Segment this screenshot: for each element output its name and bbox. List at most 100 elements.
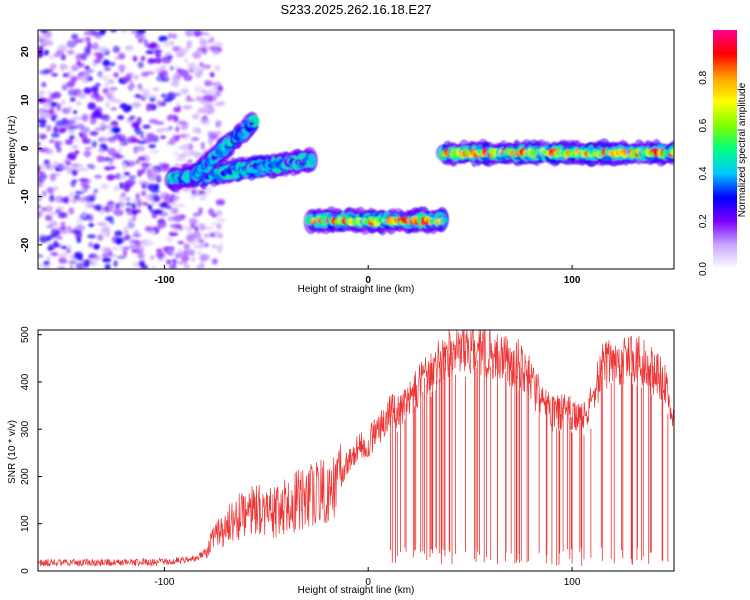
noise-blob (137, 156, 147, 162)
noise-blob (46, 124, 52, 132)
noise-blob (38, 165, 41, 173)
noise-blob (75, 53, 82, 61)
noise-blob (146, 132, 155, 140)
noise-blob (90, 113, 101, 120)
noise-blob (171, 201, 177, 206)
noise-blob (216, 223, 222, 229)
noise-blob (49, 63, 57, 70)
noise-blob (211, 244, 218, 249)
noise-blob (119, 245, 128, 251)
noise-blob (199, 197, 206, 201)
noise-blob (117, 64, 127, 71)
noise-blob (128, 135, 137, 144)
noise-blob (191, 114, 200, 120)
noise-blob (117, 137, 125, 142)
noise-blob (110, 107, 118, 111)
noise-blob (55, 167, 60, 172)
noise-blob (215, 199, 226, 206)
y-tick-label: 500 (20, 326, 31, 343)
noise-blob (76, 217, 84, 224)
noise-blob (151, 189, 161, 194)
noise-blob (136, 145, 146, 152)
noise-blob (149, 255, 155, 260)
noise-blob (178, 154, 186, 157)
noise-blob (122, 76, 131, 82)
noise-blob (113, 72, 119, 78)
noise-blob (93, 58, 101, 64)
noise-blob (38, 114, 48, 119)
noise-blob (71, 170, 78, 176)
noise-blob (142, 124, 151, 129)
noise-blob (169, 66, 175, 71)
noise-blob (114, 56, 120, 60)
noise-blob (166, 259, 172, 265)
noise-blob (57, 211, 67, 219)
noise-blob (177, 260, 187, 265)
noise-blob (200, 141, 205, 150)
noise-blob (166, 246, 175, 250)
noise-blob (186, 95, 191, 99)
noise-blob (188, 249, 195, 257)
spectral-segment-2 (670, 149, 674, 156)
noise-blob (154, 49, 160, 56)
noise-blob (135, 193, 140, 200)
noise-blob (147, 183, 156, 191)
noise-blob (97, 31, 105, 37)
noise-blob (112, 98, 122, 104)
noise-blob (154, 57, 163, 64)
noise-blob (169, 41, 174, 46)
x-tick-label: 100 (564, 577, 581, 588)
noise-blob (61, 107, 71, 114)
noise-blob (50, 102, 58, 107)
noise-blob (185, 234, 195, 242)
noise-blob (133, 145, 138, 154)
noise-blob (194, 85, 204, 93)
x-tick-label: -100 (154, 577, 174, 588)
noise-blob (49, 108, 55, 114)
noise-blob (56, 206, 64, 211)
noise-blob (81, 211, 87, 217)
y-tick-label: 200 (20, 468, 31, 485)
noise-blob (197, 251, 203, 256)
noise-blob (120, 193, 126, 197)
noise-blob (168, 126, 173, 130)
noise-blob (169, 264, 177, 269)
noise-blob (121, 184, 127, 189)
noise-blob (101, 253, 108, 259)
noise-blob (211, 48, 221, 56)
y-tick-label: 100 (20, 515, 31, 532)
noise-blob (80, 182, 87, 187)
noise-blob (93, 243, 100, 250)
noise-blob (48, 55, 54, 60)
noise-blob (56, 102, 61, 111)
spectrogram-xlabel: Height of straight line (km) (298, 284, 415, 295)
noise-blob (95, 127, 102, 131)
noise-blob (156, 210, 163, 214)
noise-blob (42, 190, 47, 198)
noise-blob (102, 88, 109, 94)
noise-blob (173, 107, 182, 113)
noise-blob (112, 45, 121, 54)
noise-blob (75, 262, 86, 269)
noise-blob (111, 126, 121, 134)
noise-blob (61, 117, 68, 125)
noise-blob (199, 244, 205, 249)
noise-blob (190, 138, 197, 142)
noise-blob (106, 79, 115, 83)
noise-blob (93, 188, 99, 193)
noise-blob (122, 163, 127, 171)
noise-blob (216, 217, 227, 223)
noise-blob (58, 257, 68, 264)
noise-blob (154, 67, 164, 74)
noise-blob (104, 81, 109, 88)
noise-blob (168, 216, 175, 222)
noise-blob (196, 264, 205, 269)
noise-blob (118, 174, 127, 180)
noise-blob (75, 101, 82, 106)
noise-blob (145, 71, 155, 75)
noise-blob (41, 207, 47, 212)
noise-blob (180, 144, 190, 151)
noise-blob (38, 194, 43, 202)
colorbar-label: Normalized spectral amplitude (737, 82, 748, 217)
noise-blob (79, 168, 89, 172)
